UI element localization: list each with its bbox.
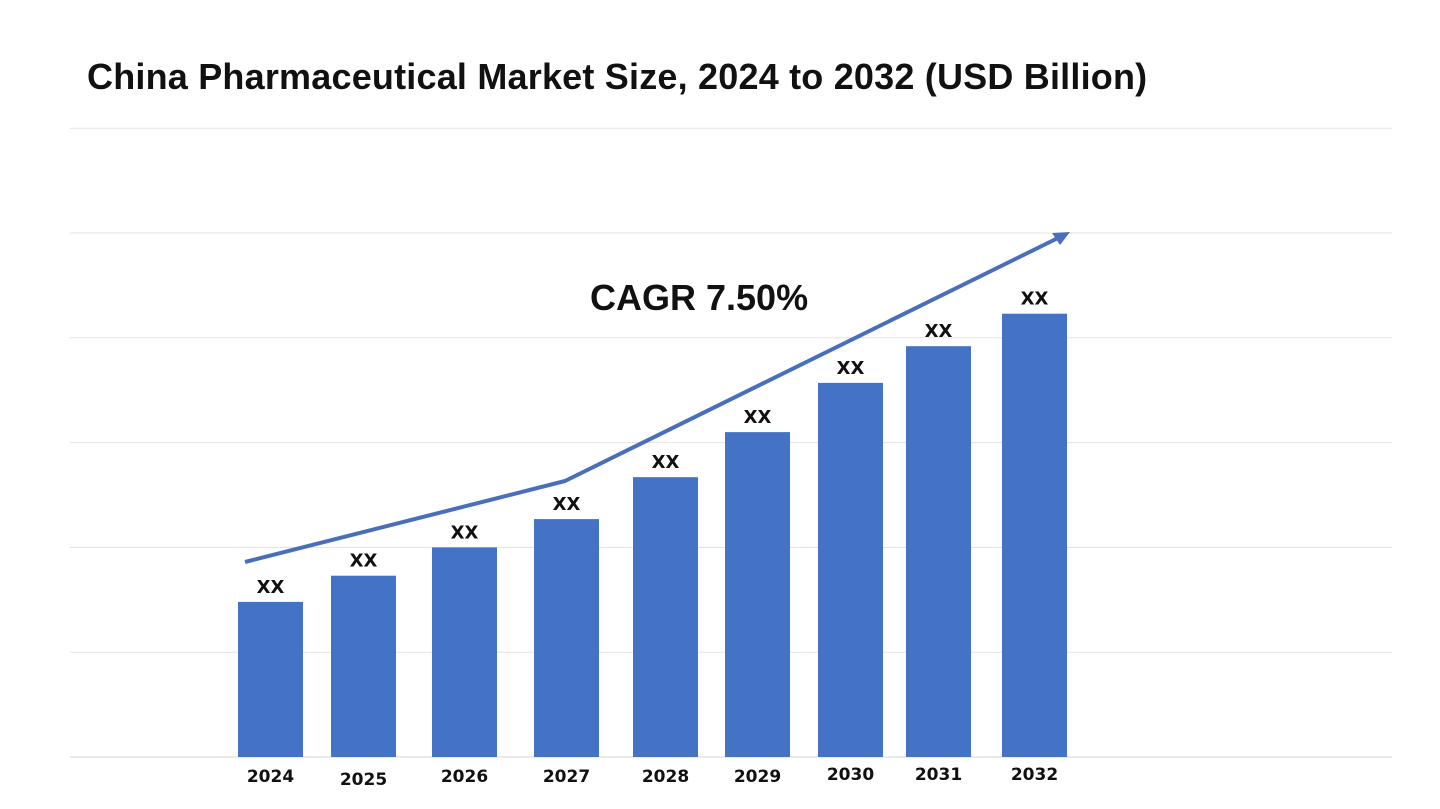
bar-2030 bbox=[818, 382, 883, 757]
x-tick-label: 2029 bbox=[734, 767, 781, 787]
cagr-trend-arrow bbox=[244, 232, 1070, 564]
bar-2029 bbox=[725, 432, 790, 757]
x-tick-label: 2031 bbox=[915, 765, 962, 785]
x-tick-label: 2024 bbox=[247, 767, 294, 787]
x-tick-label: 2026 bbox=[441, 767, 488, 787]
data-label: XX bbox=[652, 452, 680, 473]
bar-2031 bbox=[906, 346, 971, 757]
data-label: XX bbox=[350, 551, 378, 572]
bar-2028 bbox=[633, 477, 698, 757]
data-label: XX bbox=[837, 358, 865, 379]
data-label: XX bbox=[451, 522, 479, 543]
chart-title: China Pharmaceutical Market Size, 2024 t… bbox=[87, 56, 1148, 97]
bar-2027 bbox=[534, 519, 599, 757]
cagr-annotation: CAGR 7.50% bbox=[590, 277, 808, 318]
data-label: XX bbox=[553, 494, 581, 515]
bar-2032 bbox=[1002, 313, 1067, 757]
bar-2025 bbox=[331, 575, 396, 757]
bar-2024 bbox=[238, 601, 303, 757]
x-tick-label: 2027 bbox=[543, 767, 590, 787]
x-tick-label: 2025 bbox=[340, 770, 387, 790]
data-label: XX bbox=[925, 321, 953, 342]
data-label: XX bbox=[257, 577, 285, 598]
x-tick-label: 2028 bbox=[642, 767, 689, 787]
data-label: XX bbox=[744, 407, 772, 428]
x-tick-label: 2032 bbox=[1011, 765, 1058, 785]
x-tick-label: 2030 bbox=[827, 765, 874, 785]
arrow-head-icon bbox=[1052, 232, 1070, 245]
bar-2026 bbox=[432, 547, 497, 757]
data-label: XX bbox=[1021, 289, 1049, 310]
